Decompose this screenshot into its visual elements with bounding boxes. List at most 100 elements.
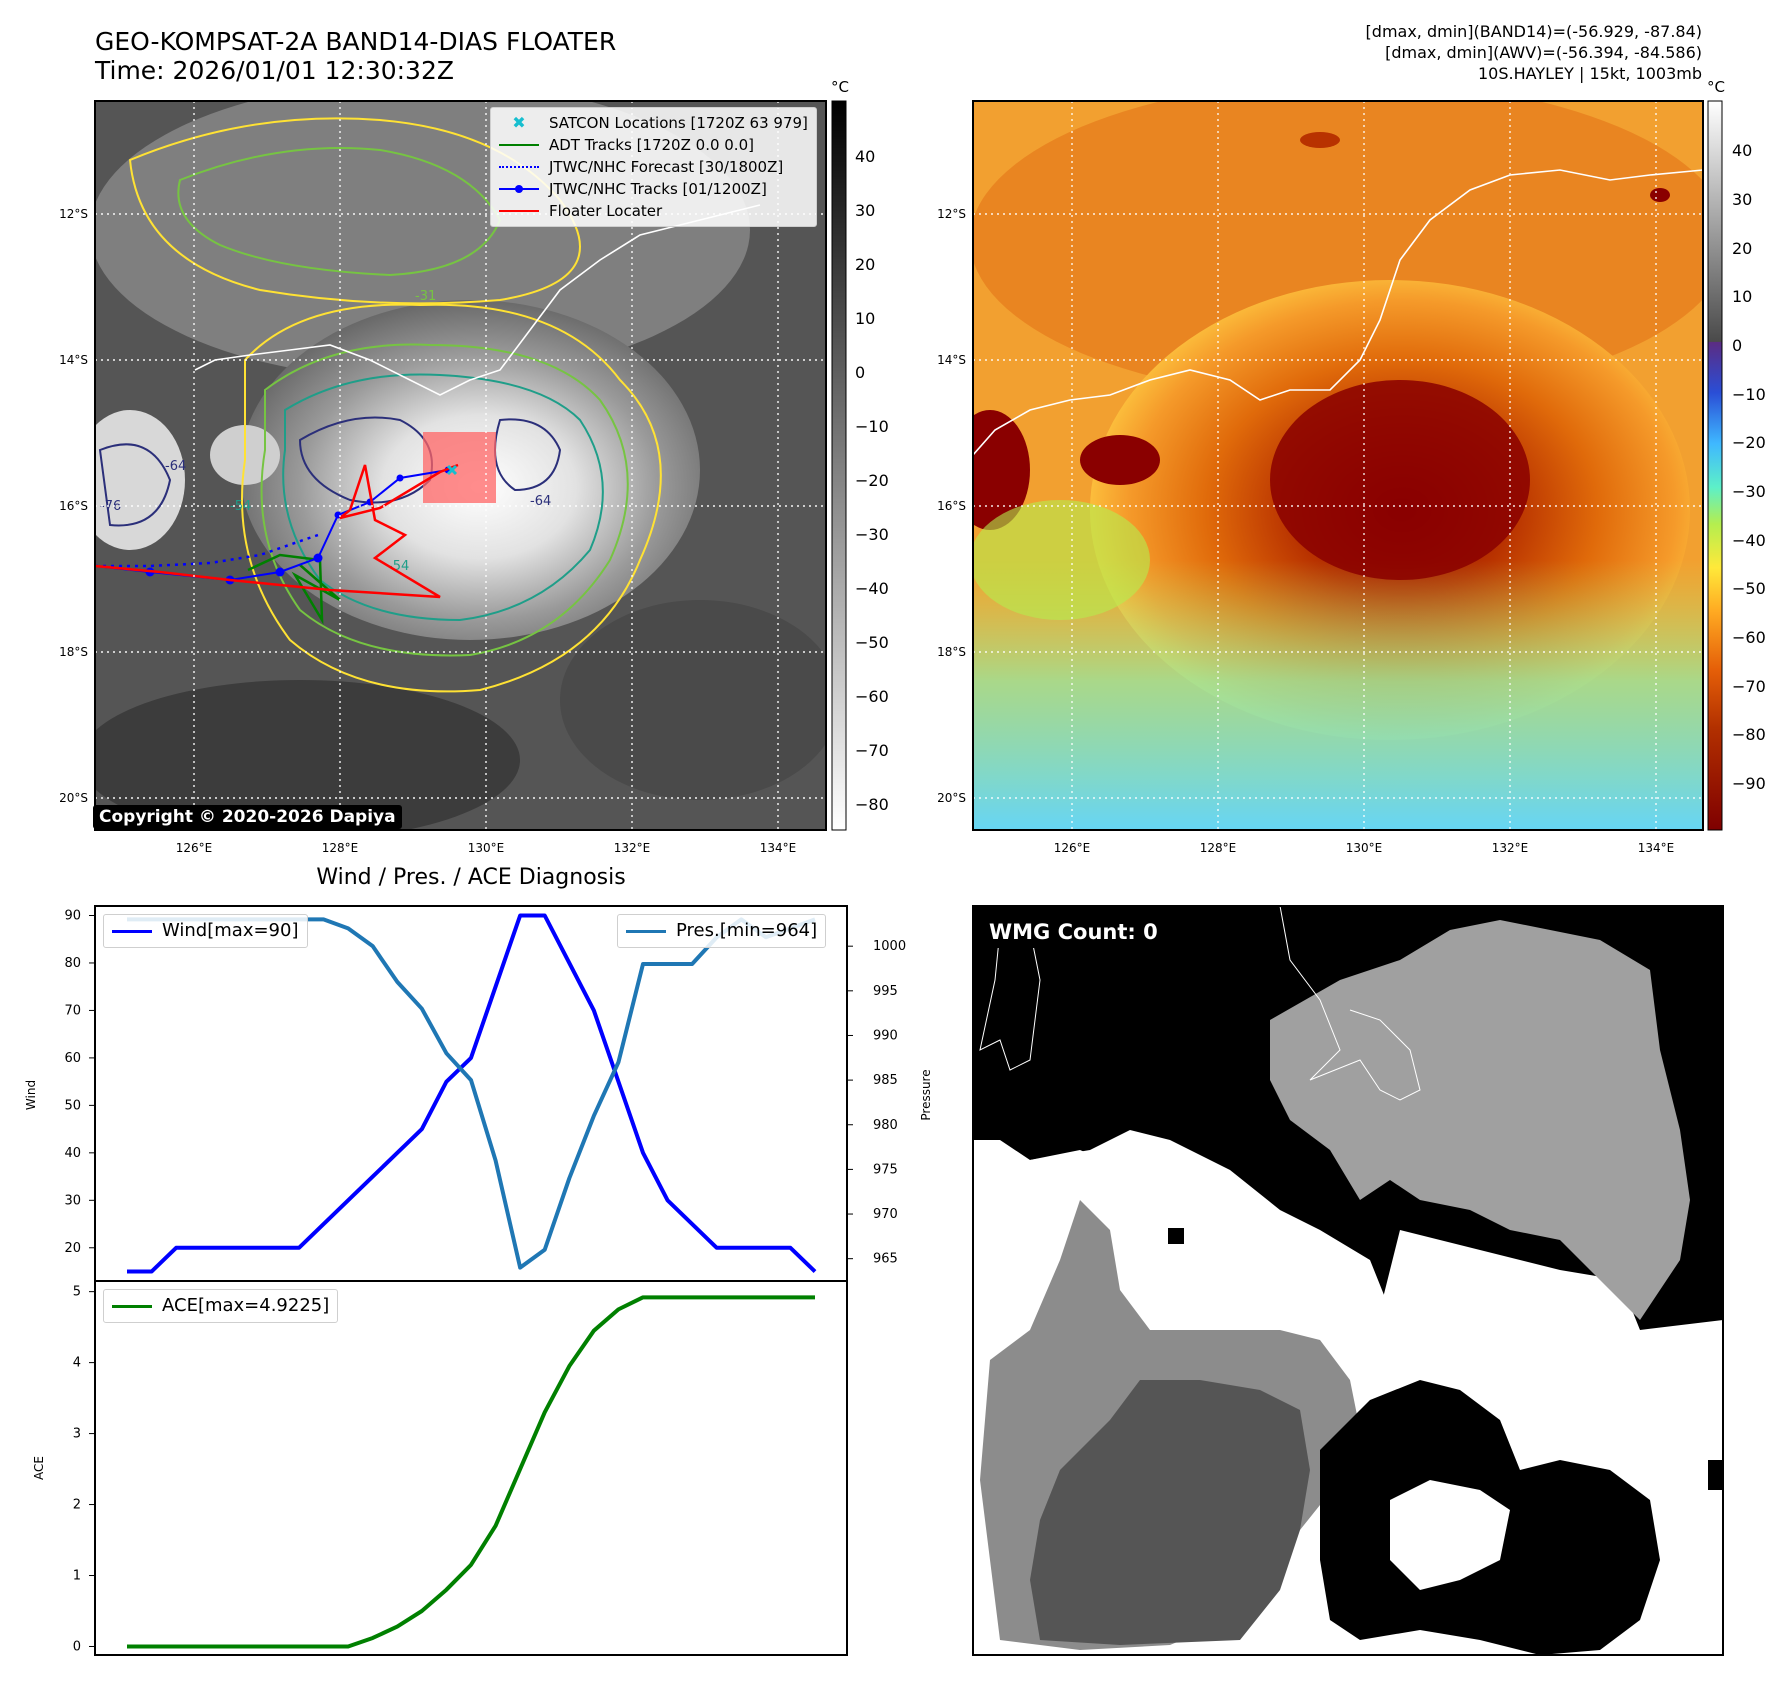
wind-tick-label: 90 — [64, 908, 81, 923]
ir-colorbar-tick: −20 — [855, 471, 889, 490]
legend-label: Floater Locater — [549, 202, 663, 220]
wind-pres-frame — [94, 905, 848, 1282]
ir-colorbar-tick: 30 — [855, 201, 875, 220]
ace-series-line — [127, 1295, 815, 1649]
ace-tick-label: 2 — [73, 1498, 81, 1513]
color-colorbar-tick: −90 — [1732, 774, 1766, 793]
ir-south-dark — [95, 680, 520, 830]
ir-lat-label: 14°S — [59, 353, 88, 367]
color-colorbar-tick: −60 — [1732, 628, 1766, 647]
wmg-white-region-south — [1390, 1480, 1510, 1590]
color-colorbar: °C 40 30 20 10 0 −10 −20 −30 −40 −50 −60… — [1707, 78, 1766, 831]
info-band14: [dmax, dmin](BAND14)=(-56.929, -87.84) — [1365, 22, 1702, 41]
jtwc-forecast-track — [95, 533, 319, 568]
ir-colorbar-tick: 20 — [855, 255, 875, 274]
color-map-frame — [972, 100, 1704, 831]
wind-series-line — [127, 913, 817, 1274]
solid-line-icon — [626, 926, 666, 936]
ir-colorbar-tick: −80 — [855, 795, 889, 814]
pressure-tick-label: 1000 — [873, 939, 906, 954]
ir-west-cloud — [95, 410, 185, 550]
ir-colorbar-tick: 0 — [855, 363, 865, 382]
wmg-white-region-mid — [1030, 1130, 1390, 1360]
pressure-axis-label: Pressure — [919, 1069, 933, 1120]
color-colorbar-tick: −80 — [1732, 725, 1766, 744]
color-lat-label: 16°S — [937, 499, 966, 513]
legend-label: SATCON Locations [1720Z 63 979] — [549, 114, 808, 132]
legend-jtwc-tracks: JTWC/NHC Tracks [01/1200Z] — [499, 178, 808, 200]
line-dot-icon — [499, 184, 539, 194]
info-awv: [dmax, dmin](AWV)=(-56.394, -84.586) — [1385, 43, 1702, 62]
color-lat-label: 12°S — [937, 207, 966, 221]
pressure-tick-label: 970 — [873, 1207, 898, 1222]
ace-tick-label: 0 — [73, 1639, 81, 1654]
ace-legend-label: ACE[max=4.9225] — [162, 1295, 330, 1316]
map-legend: ✖ SATCON Locations [1720Z 63 979] ADT Tr… — [490, 107, 817, 227]
ir-lon-label: 128°E — [322, 841, 359, 855]
legend-label: ADT Tracks [1720Z 0.0 0.0] — [549, 136, 754, 154]
color-colorbar-tick: −70 — [1732, 677, 1766, 696]
color-colorbar-tick: 10 — [1732, 287, 1752, 306]
color-colorbar-tick: −30 — [1732, 482, 1766, 501]
wmg-lightgray-region — [1270, 920, 1690, 1320]
ace-tick-label: 4 — [73, 1356, 81, 1371]
wind-tick-label: 50 — [64, 1098, 81, 1113]
ir-contour-green-n — [177, 147, 502, 277]
pressure-tick-label: 975 — [873, 1162, 898, 1177]
ir-colorbar-tick: 40 — [855, 147, 875, 166]
wind-tick-label: 20 — [64, 1241, 81, 1256]
color-colorbar-tick: −10 — [1732, 385, 1766, 404]
color-colorbar-tick: 40 — [1732, 141, 1752, 160]
solid-line-icon — [499, 140, 539, 150]
pressure-tick-label: 980 — [873, 1118, 898, 1133]
ir-contour-yellow — [241, 303, 662, 693]
color-lon-label: 128°E — [1200, 841, 1237, 855]
solid-line-icon — [112, 1301, 152, 1311]
ir-lat-label: 18°S — [59, 645, 88, 659]
ace-legend: ACE[max=4.9225] — [103, 1289, 339, 1323]
ir-lon-label: 130°E — [468, 841, 505, 855]
ir-lat-label: 16°S — [59, 499, 88, 513]
color-colorbar-tick: −50 — [1732, 579, 1766, 598]
color-lon-label: 126°E — [1054, 841, 1091, 855]
color-west-cell2 — [1080, 435, 1160, 485]
pressure-tick-label: 965 — [873, 1252, 898, 1267]
color-ne-cell — [1650, 188, 1670, 202]
pressure-series-line — [127, 917, 816, 1270]
wind-tick-label: 70 — [64, 1003, 81, 1018]
legend-floater: Floater Locater — [499, 200, 808, 222]
wmg-darkgray-region — [1030, 1380, 1310, 1645]
legend-label: JTWC/NHC Forecast [30/1800Z] — [549, 158, 784, 176]
color-lon-label: 134°E — [1638, 841, 1675, 855]
ir-colorbar-tick: −10 — [855, 417, 889, 436]
color-lat-label: 18°S — [937, 645, 966, 659]
pressure-tick-label: 995 — [873, 984, 898, 999]
ir-colorbar-tick: 10 — [855, 309, 875, 328]
wind-tick-label: 30 — [64, 1193, 81, 1208]
color-lon-label: 130°E — [1346, 841, 1383, 855]
legend-adt: ADT Tracks [1720Z 0.0 0.0] — [499, 134, 808, 156]
color-colorbar-tick: −40 — [1732, 531, 1766, 550]
color-lat-label: 20°S — [937, 791, 966, 805]
ir-lon-label: 134°E — [760, 841, 797, 855]
legend-jtwc-forecast: JTWC/NHC Forecast [30/1800Z] — [499, 156, 808, 178]
wind-tick-label: 40 — [64, 1146, 81, 1161]
wind-tick-label: 60 — [64, 1051, 81, 1066]
info-storm: 10S.HAYLEY | 15kt, 1003mb — [1478, 64, 1702, 83]
ir-map-frame — [94, 100, 827, 831]
ace-frame — [94, 1280, 848, 1656]
dotted-line-icon — [499, 162, 539, 172]
ir-colorbar-tick: −70 — [855, 741, 889, 760]
color-storm-core — [1270, 380, 1530, 580]
wind-axis-label: Wind — [24, 1080, 38, 1110]
wmg-black-block — [1168, 1228, 1184, 1244]
legend-label: JTWC/NHC Tracks [01/1200Z] — [549, 180, 767, 198]
wmg-coastline — [979, 929, 1041, 1071]
color-lon-label: 132°E — [1492, 841, 1529, 855]
ir-contour-label: -76 — [100, 499, 121, 514]
ir-coastline — [194, 204, 761, 396]
ir-colorbar-unit: °C — [831, 78, 849, 96]
pressure-legend-label: Pres.[min=964] — [676, 920, 818, 941]
color-n-cell — [1300, 132, 1340, 148]
